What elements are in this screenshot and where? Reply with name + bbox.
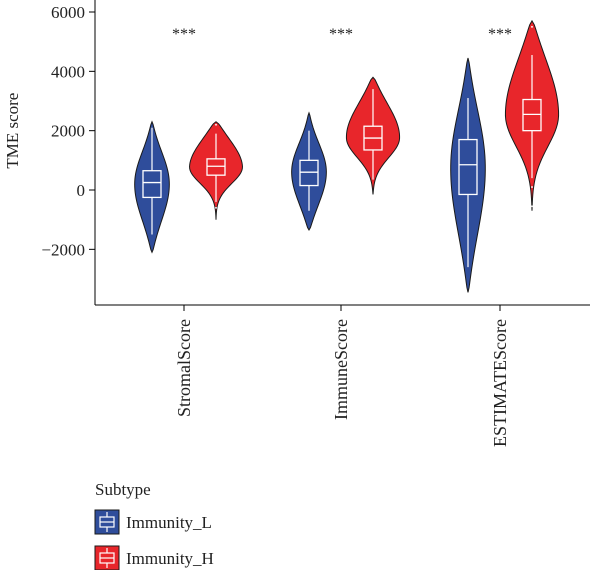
y-axis-title: TME score	[3, 93, 22, 169]
violin-body	[345, 76, 401, 195]
x-tick-label: ESTIMATEScore	[490, 319, 510, 447]
axes: −2000 0 2000 4000 6000 TME score	[3, 0, 590, 311]
legend-key	[94, 545, 120, 570]
y-tick-label: 0	[77, 181, 86, 200]
significance-label: ***	[172, 26, 196, 43]
violin-body	[450, 57, 486, 293]
x-tick-label: ImmuneScore	[331, 319, 351, 420]
significance-marks: *** *** ***	[172, 26, 512, 43]
x-tick-labels: StromalScore ImmuneScore ESTIMATEScore	[174, 319, 510, 447]
violin-Immunity_L-ESTIMATEScore	[450, 57, 486, 293]
violin-Immunity_L-StromalScore	[134, 120, 170, 254]
box	[458, 138, 478, 196]
significance-label: ***	[329, 26, 353, 43]
y-tick-label: 2000	[51, 122, 85, 141]
violin-body	[134, 120, 170, 254]
violin-Immunity_H-ImmuneScore	[345, 76, 401, 195]
box	[142, 170, 162, 199]
legend: Subtype Immunity_L Immunity_H	[94, 480, 214, 570]
legend-key	[94, 509, 120, 535]
violin-Immunity_H-StromalScore	[189, 121, 243, 220]
violin-body	[291, 111, 327, 232]
legend-label: Immunity_H	[126, 549, 214, 568]
box	[299, 159, 319, 187]
x-tick-label: StromalScore	[174, 319, 194, 417]
box	[522, 98, 542, 132]
box	[206, 158, 226, 176]
legend-title: Subtype	[95, 480, 151, 499]
violin-Immunity_L-ImmuneScore	[291, 111, 327, 232]
y-tick-label: 6000	[51, 3, 85, 22]
violins	[134, 19, 560, 293]
violin-body	[189, 121, 243, 220]
violin-Immunity_H-ESTIMATEScore	[504, 19, 560, 211]
y-tick-label: −2000	[41, 240, 85, 259]
significance-label: ***	[488, 26, 512, 43]
violin-body	[504, 19, 560, 211]
legend-label: Immunity_L	[126, 513, 212, 532]
y-tick-label: 4000	[51, 62, 85, 81]
